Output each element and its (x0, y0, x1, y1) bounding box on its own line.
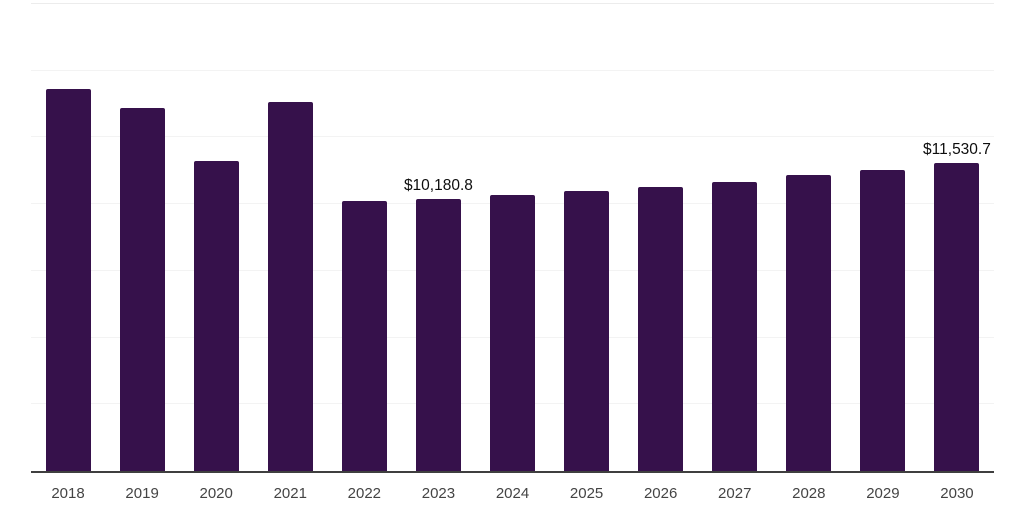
x-tick-label-2021: 2021 (273, 484, 307, 502)
bar-2022 (341, 201, 387, 471)
bar-2026 (638, 187, 684, 471)
plot-area: $10,180.8 $11,530.7 (31, 3, 994, 471)
bar-2029 (860, 170, 906, 471)
bar-2024 (490, 195, 535, 471)
x-tick-label-2028: 2028 (792, 484, 826, 502)
bar-chart: $10,180.8 $11,530.7 2018 2019 2020 2021 2022 2… (31, 3, 994, 503)
gridline-12500 (31, 136, 994, 138)
bar-2028 (786, 175, 832, 471)
x-tick-label-2025: 2025 (569, 484, 604, 502)
x-tick-label-2022: 2022 (347, 484, 382, 502)
x-tick-label-2018: 2018 (51, 484, 85, 502)
bar-2030 (934, 163, 980, 471)
value-label-2030: $11,530.7 (923, 140, 991, 158)
x-axis-line (31, 471, 994, 473)
bar-2021 (267, 101, 313, 471)
x-tick-label-2026: 2026 (643, 484, 678, 502)
value-label-2023: $10,180.8 (403, 176, 473, 194)
x-tick-label-2030: 2030 (940, 484, 974, 502)
x-tick-label-2019: 2019 (125, 484, 159, 502)
x-tick-label-2027: 2027 (718, 484, 752, 502)
x-tick-label-2024: 2024 (495, 484, 530, 502)
x-tick-label-2029: 2029 (866, 484, 900, 502)
x-axis-labels: 2018 2019 2020 2021 2022 2023 2024 2025 2026 2027… (31, 473, 994, 503)
bar-2020 (193, 161, 239, 471)
bar-2018 (45, 88, 91, 471)
gridline-15000 (31, 69, 994, 71)
bar-2027 (712, 182, 758, 471)
x-tick-label-2020: 2020 (199, 484, 233, 502)
bar-2019 (119, 108, 165, 471)
x-tick-label-2023: 2023 (421, 484, 456, 502)
bar-2023 (415, 199, 461, 471)
bar-2025 (564, 191, 610, 471)
